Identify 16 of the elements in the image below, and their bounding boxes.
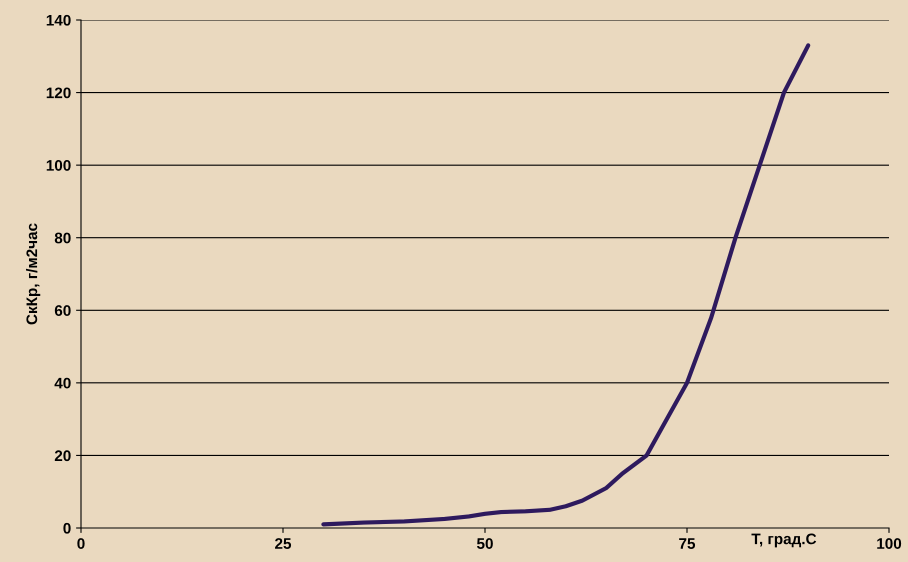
y-tick-label: 20 bbox=[54, 450, 71, 462]
y-tick-label: 40 bbox=[54, 378, 71, 389]
x-axis-title: T, град.С bbox=[751, 533, 816, 548]
y-tick-label: 80 bbox=[54, 232, 71, 244]
x-tick-label: 75 bbox=[679, 538, 696, 549]
y-tick-label: 140 bbox=[46, 14, 71, 26]
x-tick-label: 50 bbox=[476, 538, 493, 549]
x-tick-label: 25 bbox=[275, 538, 292, 549]
x-tick-label: 100 bbox=[877, 538, 902, 549]
y-tick-label: 120 bbox=[46, 87, 71, 98]
y-axis-title: СкКр, г/м2час bbox=[26, 223, 40, 324]
y-tick-label: 0 bbox=[63, 522, 71, 534]
y-tick-label: 100 bbox=[46, 160, 71, 171]
y-tick-label: 60 bbox=[54, 305, 71, 316]
line-series bbox=[321, 43, 810, 526]
x-tick-label: 0 bbox=[77, 538, 85, 549]
